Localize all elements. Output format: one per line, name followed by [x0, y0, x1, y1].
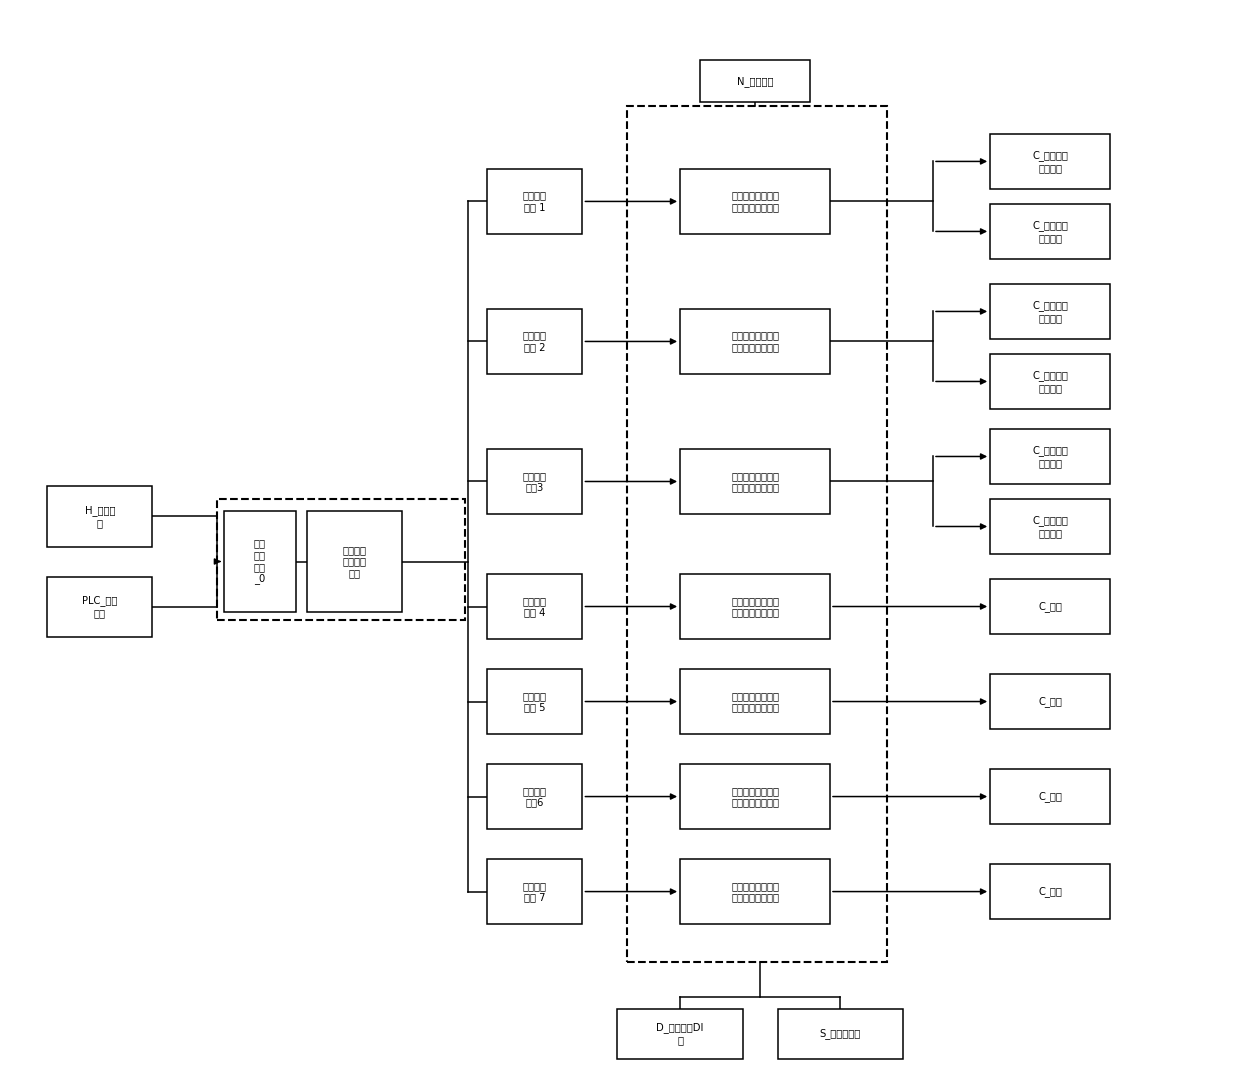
Text: 程序比较
指令 4: 程序比较 指令 4 [523, 596, 547, 617]
FancyBboxPatch shape [990, 354, 1110, 409]
Text: 信号灯达到设定切
换闪烁时间与次数: 信号灯达到设定切 换闪烁时间与次数 [732, 691, 779, 712]
Text: 程序比较
指令 5: 程序比较 指令 5 [523, 691, 547, 712]
FancyBboxPatch shape [990, 429, 1110, 484]
Text: C_红灯: C_红灯 [1038, 886, 1061, 897]
Text: 信号灯达到设定切
换闪烁时间与次数: 信号灯达到设定切 换闪烁时间与次数 [732, 596, 779, 617]
FancyBboxPatch shape [680, 574, 830, 640]
FancyBboxPatch shape [990, 579, 1110, 634]
FancyBboxPatch shape [308, 512, 403, 612]
Text: C_通行（反
面）控制: C_通行（反 面）控制 [1032, 300, 1068, 323]
Text: H_上位控
制: H_上位控 制 [84, 505, 115, 528]
FancyBboxPatch shape [990, 769, 1110, 824]
Text: C_关闭（正
面）控制: C_关闭（正 面）控制 [1032, 515, 1068, 538]
Text: D_闸刀触锁DI
合: D_闸刀触锁DI 合 [656, 1023, 703, 1045]
Text: 程序比较
指令 1: 程序比较 指令 1 [523, 191, 547, 212]
FancyBboxPatch shape [680, 670, 830, 734]
FancyBboxPatch shape [487, 574, 583, 640]
Text: 信号灯达到设定切
换闪烁时间与次数: 信号灯达到设定切 换闪烁时间与次数 [732, 330, 779, 352]
Text: 信号灯达到设定切
换闪烁时间与次数: 信号灯达到设定切 换闪烁时间与次数 [732, 191, 779, 212]
FancyBboxPatch shape [777, 1009, 903, 1059]
Text: S_闸上位通知: S_闸上位通知 [820, 1028, 861, 1039]
FancyBboxPatch shape [701, 60, 810, 102]
FancyBboxPatch shape [990, 284, 1110, 339]
Text: C_通行（正
面）控制: C_通行（正 面）控制 [1032, 150, 1068, 173]
FancyBboxPatch shape [47, 576, 153, 636]
Text: 程序比较
指令6: 程序比较 指令6 [523, 785, 547, 807]
Text: 信号灯达到设定切
换闪烁时间与次数: 信号灯达到设定切 换闪烁时间与次数 [732, 471, 779, 493]
Text: C_黄灯: C_黄灯 [1038, 791, 1061, 802]
FancyBboxPatch shape [47, 486, 153, 546]
Text: C_关闭（反
面）控制: C_关闭（反 面）控制 [1032, 445, 1068, 468]
FancyBboxPatch shape [487, 859, 583, 924]
FancyBboxPatch shape [990, 204, 1110, 259]
Text: C_关闭（正
面）控制: C_关闭（正 面）控制 [1032, 370, 1068, 393]
FancyBboxPatch shape [680, 449, 830, 514]
FancyBboxPatch shape [224, 512, 296, 612]
FancyBboxPatch shape [680, 859, 830, 924]
Text: 程序比较
指令 7: 程序比较 指令 7 [523, 881, 547, 902]
FancyBboxPatch shape [990, 674, 1110, 729]
Text: 信号灯达到设定切
换闪烁时间与次数: 信号灯达到设定切 换闪烁时间与次数 [732, 881, 779, 902]
FancyBboxPatch shape [487, 168, 583, 234]
Text: 程序
比较
指令
_0: 程序 比较 指令 _0 [254, 539, 265, 585]
Text: PLC_其他
控制: PLC_其他 控制 [82, 596, 118, 618]
Text: 有位号时
关闭（断
开）: 有位号时 关闭（断 开） [343, 545, 367, 578]
Text: C_关闭（反
面）控制: C_关闭（反 面）控制 [1032, 220, 1068, 242]
FancyBboxPatch shape [680, 309, 830, 374]
Text: 程序比较
指令 2: 程序比较 指令 2 [523, 330, 547, 352]
FancyBboxPatch shape [680, 764, 830, 829]
FancyBboxPatch shape [990, 864, 1110, 920]
FancyBboxPatch shape [487, 449, 583, 514]
Text: N_设备编号: N_设备编号 [737, 76, 774, 87]
Text: 信号灯达到设定切
换闪烁时间与次数: 信号灯达到设定切 换闪烁时间与次数 [732, 785, 779, 807]
FancyBboxPatch shape [680, 168, 830, 234]
FancyBboxPatch shape [618, 1009, 743, 1059]
FancyBboxPatch shape [990, 499, 1110, 554]
Text: 程序比较
指令3: 程序比较 指令3 [523, 471, 547, 493]
Text: C_绿灯: C_绿灯 [1038, 696, 1061, 707]
FancyBboxPatch shape [487, 670, 583, 734]
FancyBboxPatch shape [487, 309, 583, 374]
FancyBboxPatch shape [487, 764, 583, 829]
Text: C_转向: C_转向 [1038, 601, 1061, 612]
FancyBboxPatch shape [990, 134, 1110, 189]
